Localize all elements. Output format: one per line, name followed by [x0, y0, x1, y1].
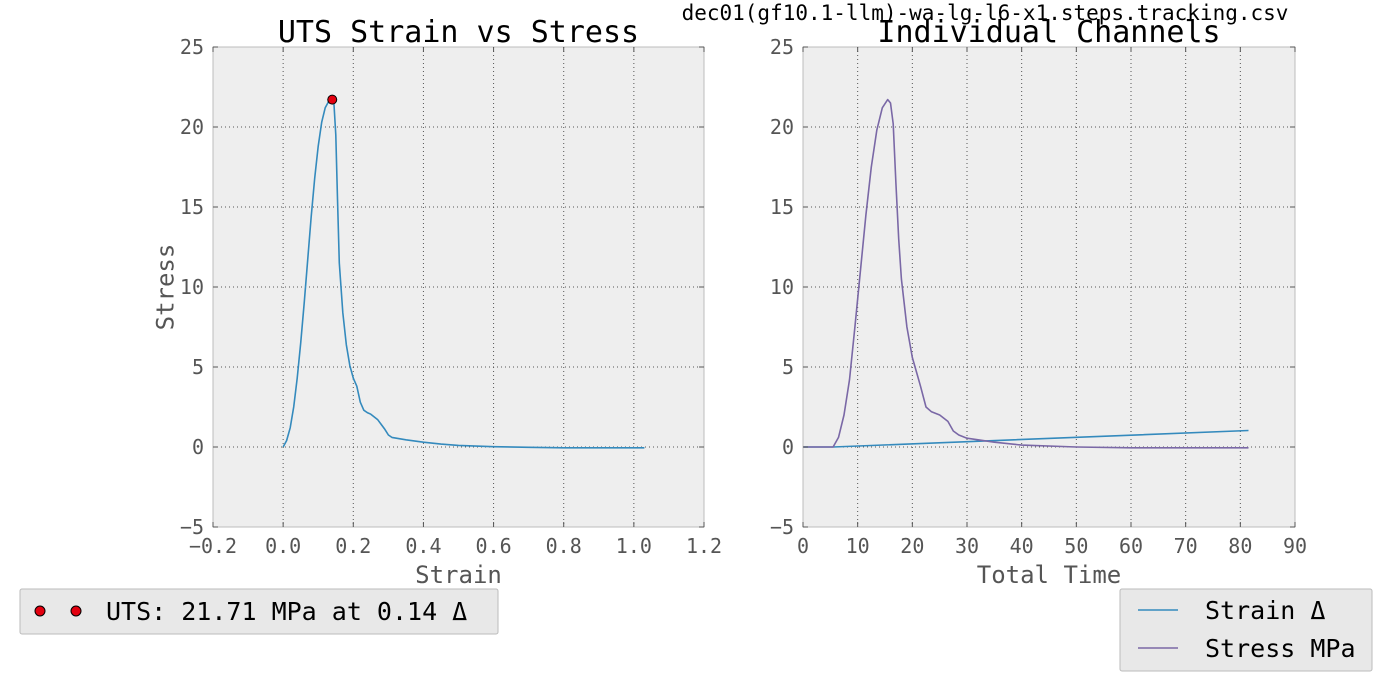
- series-line-stress-mpa: [803, 98, 1249, 449]
- uts-point: [327, 94, 338, 105]
- x-tick-label: 0.4: [405, 534, 441, 558]
- channels-panel-background: [803, 47, 1295, 527]
- x-tick-label: 0.2: [335, 534, 371, 558]
- x-tick-label: 20: [900, 534, 924, 558]
- x-tick-label: 10: [846, 534, 870, 558]
- y-tick-label: 25: [180, 35, 204, 59]
- uts-legend-marker-left: [34, 605, 46, 617]
- y-tick-label: 15: [770, 195, 794, 219]
- y-tick-label: 15: [180, 195, 204, 219]
- x-tick-label: −0.2: [189, 534, 237, 558]
- x-tick-label: 70: [1174, 534, 1198, 558]
- y-tick-label: 5: [782, 355, 794, 379]
- y-tick-label: −5: [770, 515, 794, 539]
- y-tick-label: 5: [192, 355, 204, 379]
- x-tick-label: 60: [1119, 534, 1143, 558]
- channels-panel-series: [803, 98, 1249, 449]
- channels-panel-x-axis-label: Total Time: [977, 561, 1122, 589]
- uts-panel-title: UTS Strain vs Stress: [278, 15, 639, 50]
- y-tick-label: 10: [770, 275, 794, 299]
- channels-legend-box: [1119, 588, 1373, 672]
- channels-legend-label-strain: Strain Δ: [1205, 596, 1325, 625]
- y-tick-label: 25: [770, 35, 794, 59]
- x-tick-label: 30: [955, 534, 979, 558]
- y-tick-label: 10: [180, 275, 204, 299]
- y-tick-label: 0: [782, 435, 794, 459]
- x-tick-label: 40: [1010, 534, 1034, 558]
- x-tick-label: 0.8: [546, 534, 582, 558]
- uts-panel-background: [213, 47, 704, 527]
- x-tick-label: 0: [797, 534, 809, 558]
- x-tick-label: 0.0: [265, 534, 301, 558]
- uts-legend: UTS: 21.71 MPa at 0.14 Δ: [19, 588, 499, 635]
- y-tick-label: 20: [770, 115, 794, 139]
- x-tick-label: 0.6: [476, 534, 512, 558]
- channels-legend: Strain Δ Stress MPa: [1119, 588, 1373, 672]
- x-tick-label: 80: [1228, 534, 1252, 558]
- y-tick-label: −5: [180, 515, 204, 539]
- uts-panel-x-axis-label: Strain: [415, 561, 502, 589]
- x-tick-label: 1.0: [616, 534, 652, 558]
- uts-legend-box: [19, 588, 499, 635]
- uts-panel-ticks: −0.2 0.0 0.2 0.4 0.6 0.8 1.0 1.2 −5 0 5 10 15 20 25: [180, 35, 722, 558]
- figure-suptitle: dec01(gf10.1-llm)-wa-lg-l6-x1.steps.trac…: [682, 1, 1289, 25]
- channels-panel-title: Individual Channels: [877, 15, 1220, 50]
- uts-legend-label: UTS: 21.71 MPa at 0.14 Δ: [106, 597, 467, 626]
- uts-panel-series: [282, 94, 645, 449]
- y-tick-label: 20: [180, 115, 204, 139]
- strain-stress-line: [282, 98, 645, 449]
- channels-legend-label-stress: Stress MPa: [1205, 634, 1356, 663]
- x-tick-label: 1.2: [686, 534, 722, 558]
- x-tick-label: 50: [1064, 534, 1088, 558]
- y-tick-label: 0: [192, 435, 204, 459]
- uts-panel: −0.2 0.0 0.2 0.4 0.6 0.8 1.0 1.2 −5 0 5 10 15 20 25 UT…: [151, 15, 722, 589]
- uts-legend-marker-right: [70, 605, 82, 617]
- uts-panel-y-axis-label: Stress: [151, 244, 179, 331]
- x-tick-label: 90: [1283, 534, 1307, 558]
